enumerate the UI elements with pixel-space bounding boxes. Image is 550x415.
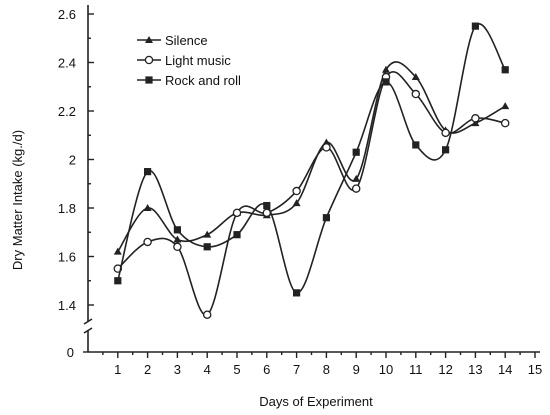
- data-point-light-music: [500, 118, 510, 128]
- y-tick-label: 1.4: [58, 298, 76, 313]
- data-point-rock-and-roll: [501, 66, 509, 74]
- y-tick-label: 2.2: [58, 104, 76, 119]
- axis-break-mark: [83, 318, 93, 325]
- data-point-silence: [292, 199, 301, 207]
- data-point-light-music: [292, 186, 301, 196]
- legend-label-silence: Silence: [165, 33, 208, 48]
- data-point-rock-and-roll: [144, 168, 152, 176]
- data-point-rock-and-roll: [293, 289, 301, 297]
- series-silence: [113, 61, 510, 255]
- data-point-silence: [471, 119, 480, 127]
- data-point-silence: [203, 230, 212, 238]
- data-point-rock-and-roll: [114, 277, 122, 285]
- data-point-silence: [352, 174, 361, 182]
- chart-axes: 1.41.61.822.22.42.601 2 3 4 5 6 7 8 9 10 11 12 13 14 1…: [58, 5, 542, 377]
- data-point-rock-and-roll: [382, 78, 390, 86]
- x-tick-label: 5: [233, 362, 240, 377]
- x-tick-label: 8: [323, 362, 330, 377]
- series-line-light-music: [117, 70, 506, 316]
- x-tick-label: 14: [498, 362, 512, 377]
- x-tick-label: 1: [114, 362, 121, 377]
- data-point-light-music: [143, 237, 152, 247]
- series-line-silence: [117, 61, 506, 253]
- y-axis-title: Dry Matter Intake (kg./d): [10, 130, 25, 270]
- data-point-silence: [113, 247, 122, 255]
- data-point-rock-and-roll: [233, 231, 241, 239]
- data-point-light-music: [471, 114, 480, 123]
- x-axis-title: Days of Experiment: [259, 394, 373, 409]
- data-point-light-music: [322, 143, 331, 152]
- y-tick-label: 1.6: [58, 250, 76, 265]
- axis-break-mark: [83, 327, 93, 334]
- data-point-silence: [411, 73, 420, 81]
- data-point-rock-and-roll: [442, 146, 450, 154]
- data-point-light-music: [202, 310, 212, 319]
- x-tick-label: 3: [174, 362, 181, 377]
- x-tick-label: 2: [144, 362, 151, 377]
- data-point-light-music: [173, 242, 182, 252]
- series-light-music: [113, 70, 510, 319]
- data-point-rock-and-roll: [352, 148, 360, 156]
- x-tick-label: 9: [353, 362, 360, 377]
- x-tick-label: 7: [293, 362, 300, 377]
- data-point-light-music: [351, 184, 361, 193]
- data-point-silence: [382, 65, 390, 73]
- legend-item-rock-and-roll: Rock and roll: [137, 73, 241, 88]
- data-point-light-music: [232, 208, 242, 218]
- data-point-rock-and-roll: [412, 141, 420, 149]
- data-point-silence: [501, 102, 510, 110]
- data-point-rock-and-roll: [263, 201, 271, 210]
- y-tick-label: 1.8: [58, 201, 76, 216]
- legend-item-silence: Silence: [137, 33, 208, 48]
- y-zero-label: 0: [67, 345, 74, 360]
- data-point-rock-and-roll: [203, 243, 211, 251]
- series-group: [113, 22, 510, 319]
- legend-label-rock-and-roll: Rock and roll: [165, 73, 241, 88]
- x-tick-label: 15: [528, 362, 542, 377]
- data-point-rock-and-roll: [173, 226, 181, 234]
- y-tick-label: 2: [69, 153, 76, 168]
- data-point-rock-and-roll: [471, 22, 479, 30]
- x-tick-label: 6: [263, 362, 270, 377]
- legend-label-light-music: Light music: [165, 53, 231, 68]
- chart-legend: Silence Light music Rock and roll: [137, 33, 241, 88]
- legend-marker-light-music: [144, 55, 154, 65]
- x-tick-label: 13: [468, 362, 482, 377]
- series-rock-and-roll: [114, 22, 509, 297]
- y-tick-label: 2.4: [58, 56, 76, 71]
- x-tick-label: 11: [409, 362, 423, 377]
- data-point-light-music: [411, 89, 421, 99]
- data-point-silence: [143, 204, 152, 211]
- data-point-rock-and-roll: [322, 214, 330, 222]
- legend-item-light-music: Light music: [137, 53, 231, 68]
- data-point-silence: [173, 235, 182, 243]
- x-tick-label: 12: [438, 362, 452, 377]
- data-point-light-music: [441, 128, 450, 138]
- x-tick-label: 10: [379, 362, 393, 377]
- x-tick-label: 4: [204, 362, 211, 377]
- legend-marker-silence: [145, 36, 153, 43]
- y-tick-label: 2.6: [58, 7, 76, 22]
- legend-marker-rock-and-roll: [145, 76, 153, 84]
